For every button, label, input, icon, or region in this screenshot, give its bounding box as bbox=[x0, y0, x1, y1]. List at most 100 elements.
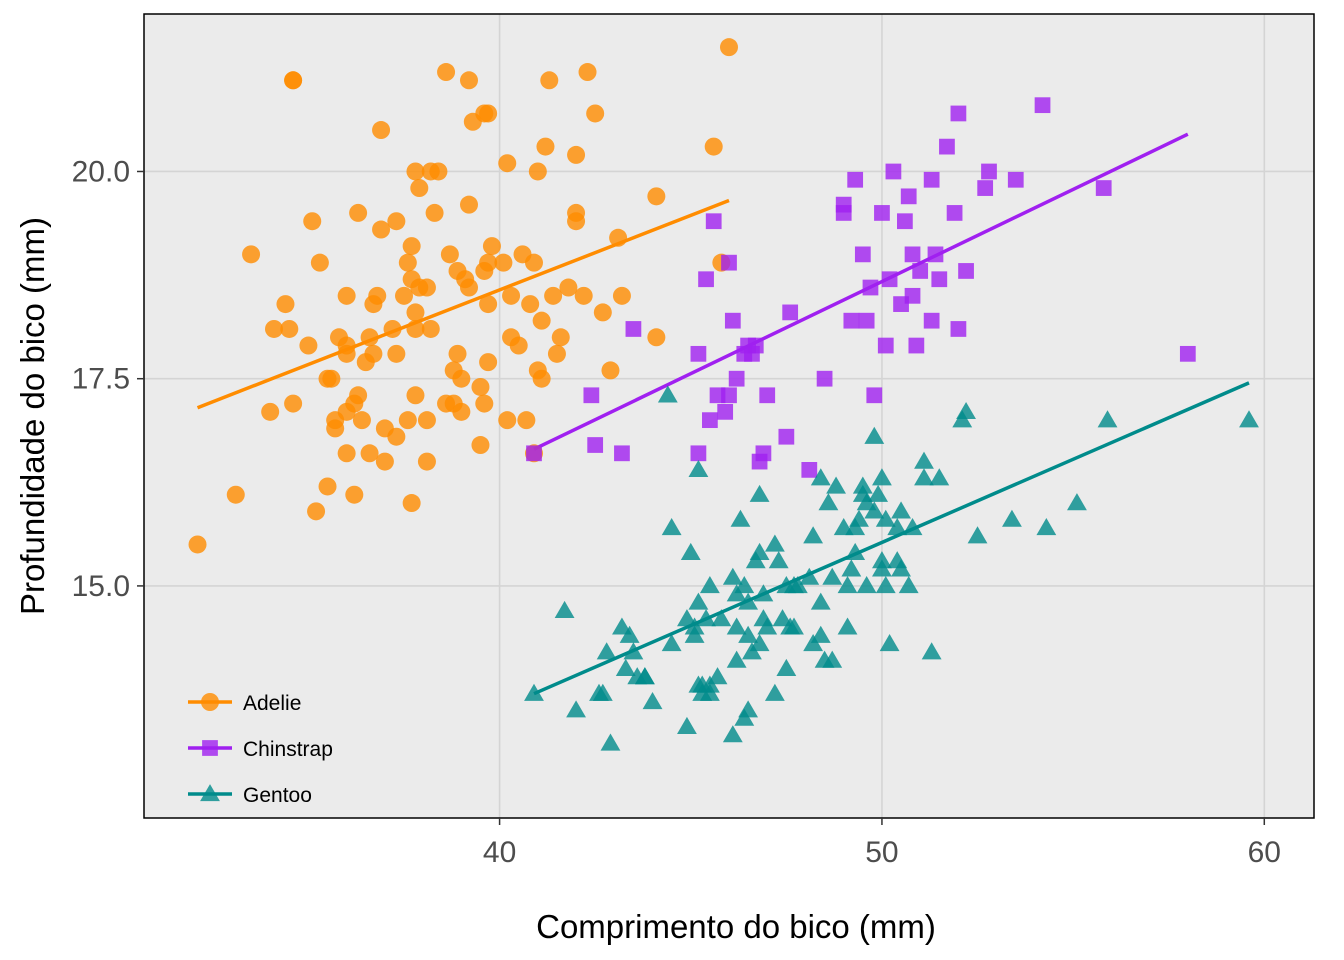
chinstrap-point bbox=[904, 246, 921, 263]
legend-key-marker-gentoo bbox=[200, 784, 220, 802]
gentoo-point bbox=[749, 634, 770, 652]
gentoo-point bbox=[879, 634, 900, 652]
gentoo-point bbox=[849, 509, 869, 527]
adelie-point bbox=[349, 386, 368, 405]
chinstrap-point bbox=[874, 205, 890, 221]
chinstrap-point bbox=[908, 337, 925, 354]
legend-key-marker-chinstrap bbox=[202, 740, 218, 756]
adelie-point bbox=[498, 411, 517, 430]
gentoo-point bbox=[864, 426, 885, 444]
adelie-point bbox=[525, 253, 543, 272]
gentoo-point bbox=[554, 600, 575, 618]
adelie-point bbox=[360, 444, 379, 463]
chinstrap-point bbox=[778, 428, 795, 445]
adelie-point bbox=[559, 278, 578, 297]
chinstrap-point bbox=[1034, 97, 1051, 114]
gentoo-point bbox=[600, 733, 621, 751]
adelie-point bbox=[299, 336, 318, 355]
adelie-point bbox=[372, 220, 391, 239]
chinstrap-point bbox=[862, 279, 879, 296]
adelie-point bbox=[402, 494, 421, 513]
adelie-point bbox=[337, 444, 356, 463]
adelie-point bbox=[704, 137, 723, 156]
gentoo-point bbox=[810, 592, 831, 610]
adelie-point bbox=[360, 328, 379, 347]
adelie-point bbox=[593, 303, 612, 322]
chinstrap-point bbox=[717, 403, 734, 420]
adelie-point bbox=[482, 237, 501, 256]
plot-border bbox=[143, 13, 1315, 819]
chinstrap-point bbox=[897, 213, 913, 230]
chinstrap-point bbox=[1179, 345, 1196, 362]
adelie-point bbox=[452, 402, 471, 421]
gentoo-point bbox=[856, 493, 877, 511]
adelie-point bbox=[547, 344, 566, 363]
adelie-point bbox=[387, 427, 406, 446]
gentoo-point bbox=[784, 617, 804, 635]
chinstrap-point bbox=[721, 387, 737, 404]
chinstrap-point bbox=[705, 213, 722, 230]
gentoo-point bbox=[661, 634, 682, 652]
gentoo-point bbox=[845, 542, 866, 560]
chinstrap-point bbox=[690, 445, 707, 462]
grid-lines bbox=[144, 14, 1314, 818]
adelie-point bbox=[429, 162, 448, 181]
data-points bbox=[188, 38, 1259, 751]
gentoo-point bbox=[864, 501, 885, 519]
gentoo-point bbox=[921, 642, 942, 660]
gentoo-point bbox=[688, 459, 709, 478]
chinstrap-point bbox=[950, 105, 967, 122]
gentoo-point bbox=[757, 617, 778, 635]
chinstrap-point bbox=[931, 271, 948, 288]
chinstrap-point bbox=[816, 370, 833, 387]
adelie-point bbox=[265, 319, 283, 338]
chinstrap-point bbox=[877, 337, 894, 354]
gentoo-point bbox=[826, 476, 846, 494]
adelie-point bbox=[242, 245, 261, 264]
gentoo-point bbox=[749, 484, 770, 502]
adelie-point bbox=[318, 477, 337, 496]
chinstrap-point bbox=[702, 412, 718, 429]
y-tick-label: 20.0 bbox=[72, 155, 130, 188]
chinstrap-point bbox=[939, 138, 955, 155]
gentoo-point bbox=[1036, 517, 1057, 536]
adelie-point bbox=[460, 278, 478, 297]
gentoo-point bbox=[684, 625, 705, 643]
adelie-trend-line bbox=[196, 198, 730, 410]
gentoo-point bbox=[623, 642, 644, 660]
gentoo-point bbox=[1067, 493, 1087, 511]
x-tick-label: 50 bbox=[865, 836, 898, 869]
x-axis-title: Comprimento do bico (mm) bbox=[536, 908, 936, 945]
adelie-point bbox=[647, 328, 666, 347]
gentoo-point bbox=[822, 650, 843, 668]
chinstrap-point bbox=[587, 437, 604, 453]
adelie-point bbox=[586, 104, 605, 123]
adelie-point bbox=[345, 485, 364, 504]
adelie-point bbox=[494, 253, 513, 272]
chinstrap-point bbox=[847, 171, 864, 188]
adelie-point bbox=[440, 245, 459, 264]
gentoo-point bbox=[677, 609, 697, 627]
chinstrap-point bbox=[782, 304, 799, 321]
adelie-point bbox=[479, 295, 498, 314]
gentoo-point bbox=[875, 575, 896, 594]
adelie-point bbox=[368, 286, 387, 305]
adelie-point bbox=[188, 535, 207, 554]
gentoo-point bbox=[726, 617, 747, 635]
chinstrap-point bbox=[801, 462, 818, 478]
gentoo-point bbox=[872, 551, 892, 569]
gentoo-point bbox=[524, 683, 544, 701]
adelie-point bbox=[337, 286, 356, 305]
gentoo-point bbox=[898, 575, 919, 594]
gentoo-point bbox=[612, 617, 632, 635]
gentoo-point bbox=[764, 534, 785, 552]
chinstrap-point bbox=[977, 180, 994, 196]
adelie-point bbox=[521, 295, 540, 314]
chinstrap-point bbox=[885, 163, 902, 180]
adelie-point bbox=[387, 344, 406, 363]
chinstrap-point bbox=[625, 321, 642, 337]
gentoo-point bbox=[929, 468, 950, 486]
adelie-point bbox=[349, 203, 368, 222]
adelie-point bbox=[578, 63, 597, 82]
